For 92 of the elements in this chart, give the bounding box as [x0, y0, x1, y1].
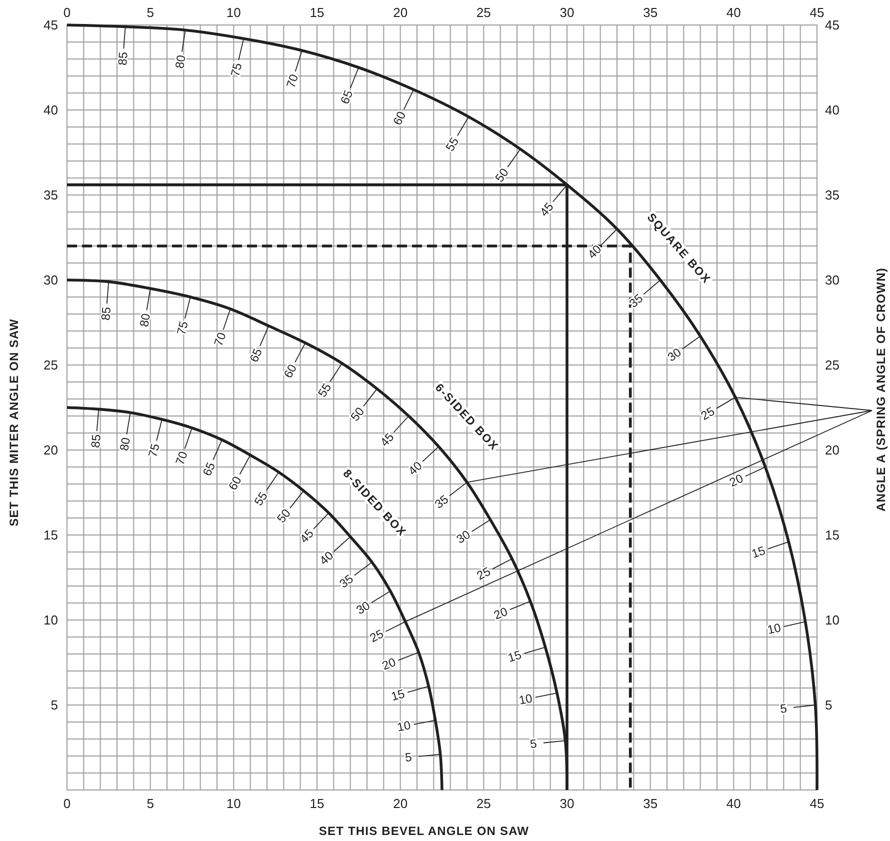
annotation: 10	[518, 691, 534, 708]
annotation: 40	[584, 242, 604, 262]
annotation: 5	[529, 736, 538, 752]
annotation: 30	[354, 598, 373, 618]
y-tick-label: 5	[50, 698, 58, 712]
x2-tick-label: 0	[63, 796, 71, 811]
x2-tick-label: 40	[726, 796, 741, 811]
annotation: 40	[406, 458, 426, 478]
y2-tick-label: 20	[825, 442, 840, 458]
x2-tick-label: 10	[226, 796, 241, 811]
annotation: 65	[338, 88, 356, 106]
annotation: 75	[228, 61, 245, 78]
y-tick-label: 30	[44, 272, 58, 288]
y-tick-label: 20	[44, 442, 58, 458]
annotation: 50	[492, 165, 512, 185]
annotation: 10	[766, 620, 783, 638]
annotation: 20	[727, 471, 746, 490]
y2-tick-label: 25	[825, 358, 840, 372]
y-tick-label: 25	[44, 358, 58, 372]
x2-tick-label: 35	[643, 796, 658, 811]
annotation: 60	[226, 474, 244, 492]
x-tick-label: 0	[63, 5, 71, 20]
annotation: 85	[115, 51, 130, 66]
annotation: 75	[146, 442, 163, 459]
annotation: 35	[336, 572, 356, 591]
annotation: 80	[137, 312, 154, 328]
x2-tick-label: 25	[476, 796, 491, 811]
x-tick-label: 40	[726, 5, 741, 20]
annotation: 30	[454, 527, 474, 546]
x-tick-label: 20	[393, 5, 408, 20]
y2-axis-title: ANGLE A (SPRING ANGLE OF CROWN)	[874, 268, 888, 512]
x-tick-label: 10	[226, 5, 241, 20]
annotation: 5	[779, 701, 788, 716]
x2-tick-label: 20	[393, 796, 408, 811]
annotation: 55	[251, 489, 271, 508]
annotation: 65	[246, 346, 266, 364]
y-axis-title: SET THIS MITER ANGLE ON SAW	[7, 318, 21, 526]
x-tick-label: 25	[476, 5, 491, 20]
y-tick-label: 45	[44, 18, 58, 32]
annotation: 80	[117, 436, 134, 452]
annotation: 45	[297, 526, 317, 546]
y-tick-label: 40	[44, 102, 58, 118]
annotation: 25	[474, 564, 494, 583]
annotation: 25	[368, 626, 386, 646]
annotation: 85	[88, 434, 104, 448]
y-tick-label: 35	[44, 188, 58, 202]
annotation: 10	[396, 718, 412, 734]
x-tick-label: 5	[146, 5, 154, 20]
y2-tick-label: 45	[825, 18, 840, 32]
annotation: 45	[536, 200, 556, 220]
y-tick-label: 10	[44, 612, 58, 628]
annotation: 50	[348, 404, 368, 424]
annotation: 65	[200, 460, 218, 478]
x2-tick-label: 30	[560, 796, 574, 811]
annotation: 60	[390, 108, 409, 128]
annotation: 55	[315, 380, 334, 400]
x2-tick-label: 45	[810, 796, 824, 811]
annotation: 15	[390, 686, 407, 704]
annotation: 20	[380, 654, 398, 673]
annotation: 45	[377, 430, 397, 450]
x-tick-label: 45	[810, 5, 824, 20]
y2-tick-label: 35	[825, 188, 840, 202]
y-tick-label: 15	[44, 528, 58, 542]
x2-tick-label: 5	[146, 796, 154, 811]
annotation: 70	[172, 449, 190, 467]
annotation: 60	[280, 362, 300, 380]
x-axis-title: SET THIS BEVEL ANGLE ON SAW	[318, 824, 530, 838]
x-tick-label: 35	[643, 5, 658, 20]
annotation: 5	[404, 750, 413, 765]
annotation: 55	[442, 134, 462, 154]
annotation: 35	[432, 492, 452, 512]
annotation: 80	[172, 54, 188, 70]
annotation: 30	[664, 344, 684, 364]
annotation: 25	[698, 404, 718, 423]
x-tick-label: 30	[560, 5, 574, 20]
y2-tick-label: 40	[825, 102, 840, 118]
annotation: 40	[316, 548, 336, 568]
annotation: 75	[174, 320, 192, 336]
y2-tick-label: 30	[825, 272, 840, 288]
annotation: 70	[284, 72, 302, 90]
annotation: 15	[750, 543, 768, 561]
annotation: 35	[626, 290, 646, 311]
y2-tick-label: 10	[825, 612, 840, 628]
x-tick-label: 15	[310, 5, 324, 20]
annotation: 15	[506, 648, 524, 665]
annotation: 70	[211, 330, 229, 348]
annotation: 20	[492, 604, 510, 622]
annotation: 50	[274, 506, 294, 526]
y2-tick-label: 5	[825, 698, 832, 712]
x2-tick-label: 15	[310, 796, 324, 811]
y2-tick-label: 15	[825, 528, 840, 542]
annotation: 85	[98, 306, 114, 321]
